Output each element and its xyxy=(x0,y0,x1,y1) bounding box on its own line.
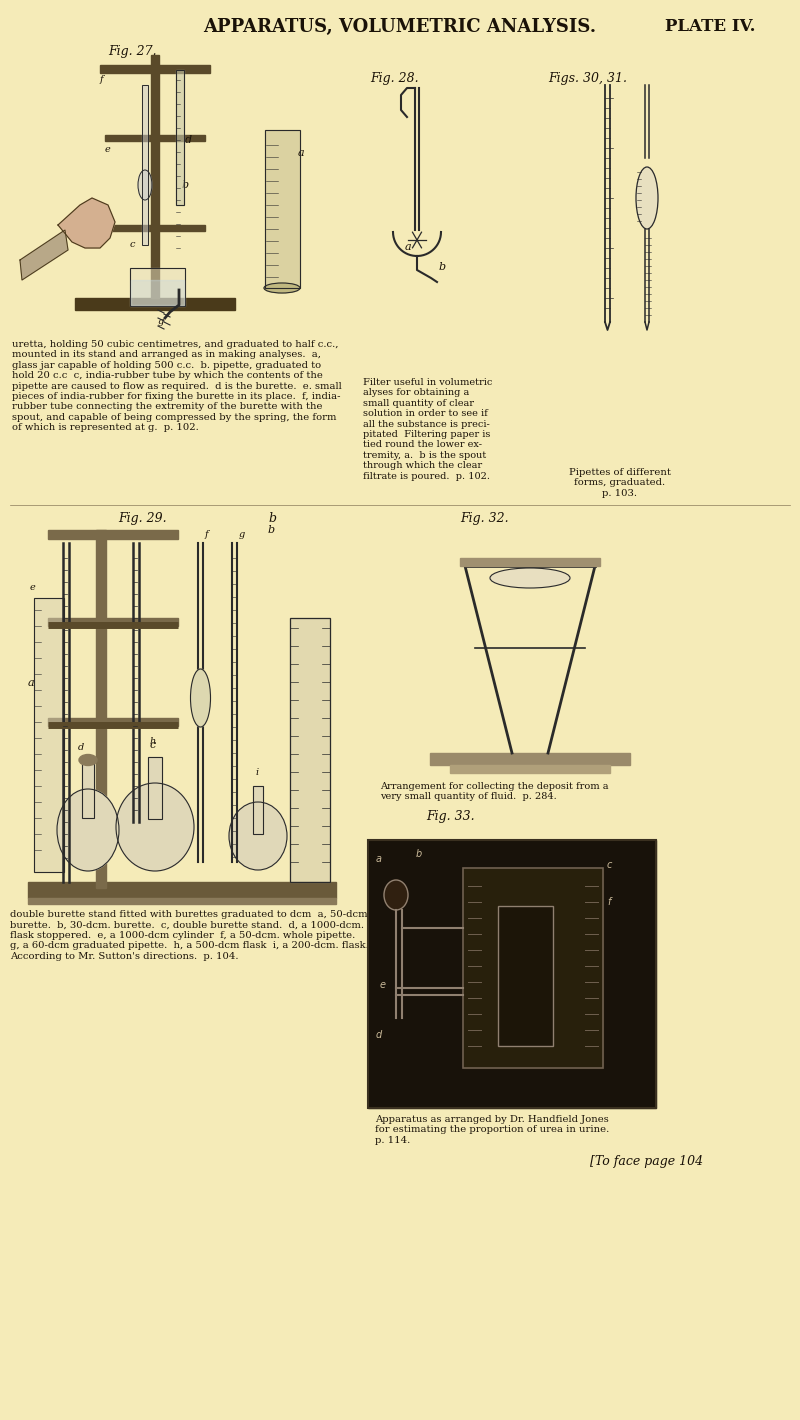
Bar xyxy=(148,757,162,819)
Text: uretta, holding 50 cubic centimetres, and graduated to half c.c.,
mounted in its: uretta, holding 50 cubic centimetres, an… xyxy=(12,339,342,432)
Bar xyxy=(130,268,185,305)
Bar xyxy=(265,131,300,288)
Ellipse shape xyxy=(636,168,658,229)
Text: a: a xyxy=(298,148,305,158)
Bar xyxy=(82,760,94,818)
Bar xyxy=(28,882,336,897)
Bar xyxy=(131,280,184,305)
Text: g: g xyxy=(239,530,246,540)
Bar xyxy=(368,841,656,1108)
Text: d: d xyxy=(376,1030,382,1039)
Text: g: g xyxy=(158,317,164,327)
Bar xyxy=(176,70,184,204)
Bar xyxy=(105,135,205,141)
Text: Fig. 28.: Fig. 28. xyxy=(370,72,418,85)
Bar xyxy=(48,530,178,540)
Text: d: d xyxy=(78,743,84,753)
Ellipse shape xyxy=(138,170,152,200)
Text: e: e xyxy=(380,980,386,990)
Text: Fig. 32.: Fig. 32. xyxy=(460,513,509,525)
Bar xyxy=(430,753,630,765)
Bar xyxy=(148,757,162,819)
Text: Pipettes of different
forms, graduated.
p. 103.: Pipettes of different forms, graduated. … xyxy=(569,469,671,498)
Text: Figs. 30, 31.: Figs. 30, 31. xyxy=(548,72,627,85)
Bar xyxy=(142,85,148,246)
Bar xyxy=(96,530,106,888)
Text: APPARATUS, VOLUMETRIC ANALYSIS.: APPARATUS, VOLUMETRIC ANALYSIS. xyxy=(203,18,597,36)
Bar xyxy=(265,131,300,288)
Text: d: d xyxy=(185,135,192,145)
Bar xyxy=(34,598,64,872)
Ellipse shape xyxy=(264,283,300,293)
Text: b: b xyxy=(268,513,276,525)
Text: f: f xyxy=(607,897,610,907)
Text: c: c xyxy=(150,740,156,750)
Bar xyxy=(142,85,148,246)
Bar xyxy=(130,268,185,305)
Bar xyxy=(498,906,553,1047)
Bar xyxy=(290,618,330,882)
Ellipse shape xyxy=(229,802,287,870)
Bar xyxy=(48,719,178,726)
Text: e: e xyxy=(105,145,110,153)
Text: b: b xyxy=(182,180,189,190)
Text: e: e xyxy=(30,584,36,592)
Ellipse shape xyxy=(384,880,408,910)
Bar xyxy=(34,598,64,872)
Bar xyxy=(100,65,210,72)
Text: h: h xyxy=(150,737,156,746)
Text: double burette stand fitted with burettes graduated to dcm  a, 50-dcm.
burette. : double burette stand fitted with burette… xyxy=(10,910,370,960)
Text: f: f xyxy=(205,530,209,540)
Text: a: a xyxy=(28,677,34,689)
Bar xyxy=(463,868,603,1068)
Bar xyxy=(82,760,94,818)
Polygon shape xyxy=(58,197,115,248)
Bar xyxy=(28,897,336,905)
Bar xyxy=(253,787,263,834)
Bar xyxy=(450,765,610,772)
Ellipse shape xyxy=(57,790,119,870)
Text: Fig. 27.: Fig. 27. xyxy=(108,45,157,58)
Polygon shape xyxy=(20,230,68,280)
Bar xyxy=(151,55,159,298)
Ellipse shape xyxy=(116,782,194,870)
Bar xyxy=(75,298,235,310)
Ellipse shape xyxy=(79,754,97,765)
Text: f: f xyxy=(100,75,104,84)
Bar xyxy=(105,224,205,231)
Bar xyxy=(460,558,600,567)
Text: Fig. 29.: Fig. 29. xyxy=(118,513,166,525)
Text: a: a xyxy=(405,241,412,251)
Text: Filter useful in volumetric
alyses for obtaining a
small quantity of clear
solut: Filter useful in volumetric alyses for o… xyxy=(363,378,492,480)
Text: b: b xyxy=(416,849,422,859)
Bar xyxy=(253,787,263,834)
Text: b: b xyxy=(439,263,446,273)
Text: Apparatus as arranged by Dr. Handfield Jones
for estimating the proportion of ur: Apparatus as arranged by Dr. Handfield J… xyxy=(375,1115,610,1145)
Ellipse shape xyxy=(190,669,210,727)
Text: Arrangement for collecting the deposit from a
very small quantity of fluid.  p. : Arrangement for collecting the deposit f… xyxy=(380,782,609,801)
Bar xyxy=(368,841,656,1108)
Text: a: a xyxy=(376,853,382,863)
Ellipse shape xyxy=(490,568,570,588)
Bar xyxy=(498,906,553,1047)
Text: [To face page 104: [To face page 104 xyxy=(590,1154,703,1169)
Bar xyxy=(463,868,603,1068)
Text: Fig. 33.: Fig. 33. xyxy=(426,809,474,824)
Text: b: b xyxy=(268,525,275,535)
Text: PLATE IV.: PLATE IV. xyxy=(665,18,755,36)
Bar xyxy=(290,618,330,882)
Bar xyxy=(176,70,184,204)
Text: c: c xyxy=(130,240,135,248)
Text: i: i xyxy=(255,768,258,777)
Bar xyxy=(48,618,178,626)
Text: c: c xyxy=(607,861,612,870)
